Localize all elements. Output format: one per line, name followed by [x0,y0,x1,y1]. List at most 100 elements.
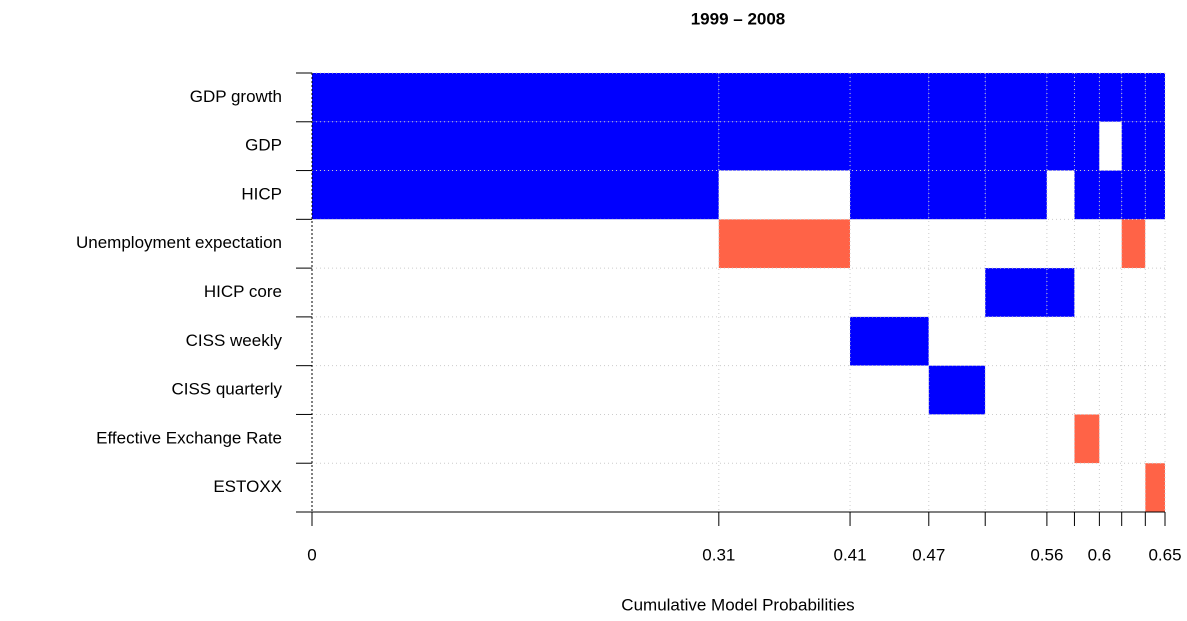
cell [1145,268,1165,317]
row-label: ESTOXX [213,477,282,496]
cell [850,414,929,464]
cell [850,121,929,171]
cell [1074,365,1100,415]
x-tick-label: 0.41 [833,545,866,564]
cell [985,268,1047,317]
cell [928,414,986,464]
cell [718,170,851,220]
chart-title: 1999 – 2008 [691,9,786,28]
cell [1145,219,1165,269]
cell [1145,414,1165,464]
cell [312,316,719,366]
row-label: Effective Exchange Rate [96,428,282,447]
cell [1074,121,1100,171]
cell [718,365,851,415]
cell [1145,316,1165,366]
cell [1074,219,1100,269]
x-tick-label: 0.6 [1088,545,1112,564]
cell [718,73,851,122]
cell [312,365,719,415]
cell [928,463,986,512]
cell [1099,365,1122,415]
cell [1099,414,1122,464]
cell [1046,463,1075,512]
cell [850,219,929,269]
cell [1099,170,1122,220]
x-tick-label: 0.56 [1030,545,1063,564]
cell [312,414,719,464]
cell [718,316,851,366]
row-label: CISS quarterly [171,380,282,399]
cell [1099,268,1122,317]
cell [1099,463,1122,512]
cell [1099,316,1122,366]
cell [718,219,851,269]
cell [928,73,986,122]
cell [1145,121,1165,171]
cell [1121,121,1146,171]
row-label: Unemployment expectation [76,233,282,252]
cell [718,121,851,171]
cell [312,463,719,512]
cell [1046,414,1075,464]
cell [1099,73,1122,122]
cell [985,219,1047,269]
cell [985,414,1047,464]
cell [1121,170,1146,220]
cell [1046,121,1075,171]
row-label: GDP [245,136,282,155]
cell [1121,414,1146,464]
cell [1074,463,1100,512]
cell [1074,170,1100,220]
cell [928,170,986,220]
cell [985,316,1047,366]
cell [928,365,986,415]
cell [1121,219,1146,269]
row-label: GDP growth [190,87,282,106]
cell [312,73,719,122]
cell [1046,219,1075,269]
cell [985,170,1047,220]
cell [928,219,986,269]
cell [928,316,986,366]
cell [1074,268,1100,317]
cell [1074,73,1100,122]
cell [850,316,929,366]
cell [1121,316,1146,366]
cell [718,463,851,512]
cell [1074,316,1100,366]
cell [850,463,929,512]
x-tick-label: 0.31 [702,545,735,564]
x-tick-label: 0 [307,545,316,564]
cell [1145,170,1165,220]
cell [1046,73,1075,122]
cell [1145,365,1165,415]
cell [1121,73,1146,122]
row-label: HICP core [204,282,282,301]
cell [1046,268,1075,317]
cell [1121,365,1146,415]
cell [312,170,719,220]
cell [1145,463,1165,512]
cell [1099,121,1122,171]
cell [850,170,929,220]
cell [850,365,929,415]
cell [1121,268,1146,317]
cell [928,121,986,171]
x-axis-label: Cumulative Model Probabilities [621,595,854,614]
cell [985,73,1047,122]
cell [850,268,929,317]
cell [312,268,719,317]
cell [985,365,1047,415]
cell [985,121,1047,171]
cell [928,268,986,317]
cell [1099,219,1122,269]
x-tick-label: 0.47 [912,545,945,564]
cell [1074,414,1100,464]
cell [985,463,1047,512]
row-label: HICP [241,184,282,203]
cell [718,414,851,464]
cell [312,219,719,269]
cell [718,268,851,317]
